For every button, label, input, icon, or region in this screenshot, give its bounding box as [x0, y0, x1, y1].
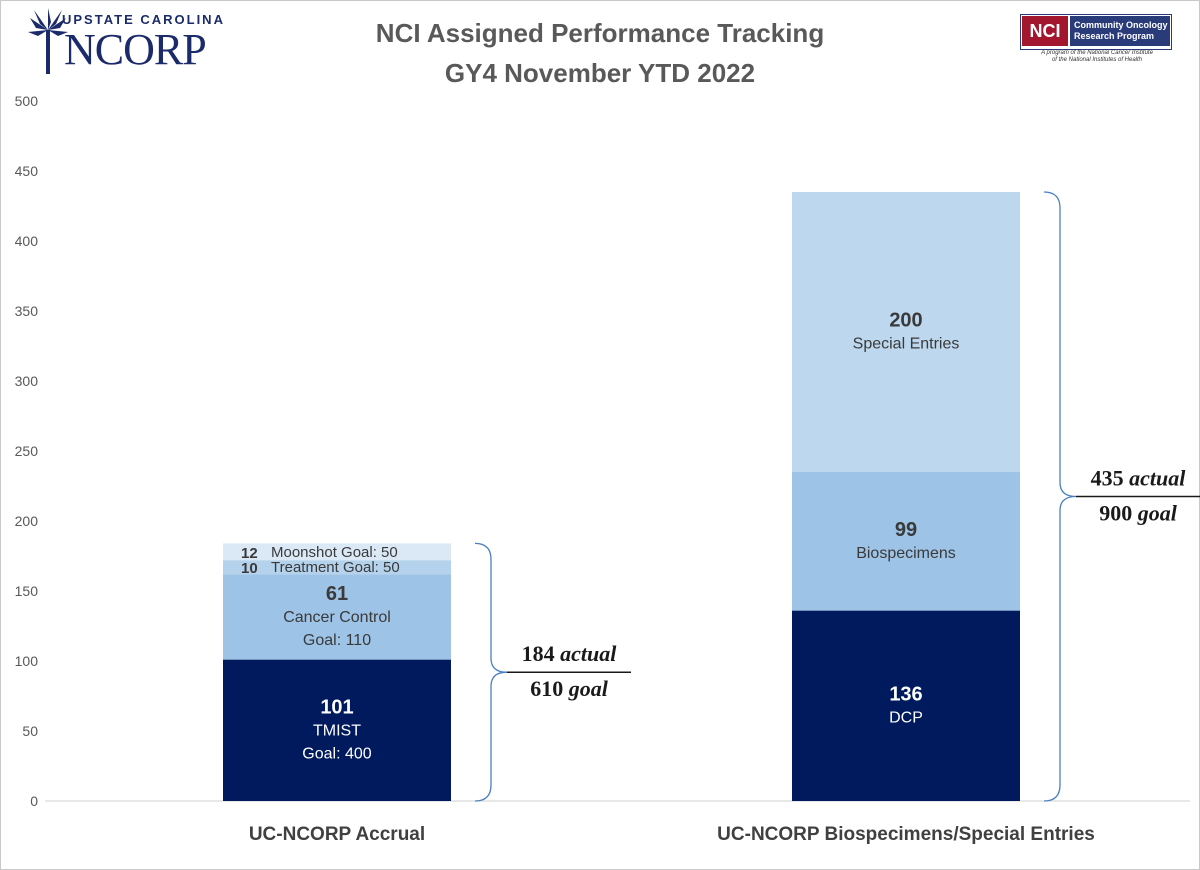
segment-value-label: 99: [895, 519, 917, 541]
segment-value-label: 101: [320, 696, 353, 718]
segment-value-label: 200: [889, 310, 922, 332]
bar-segment: [792, 192, 1020, 472]
logo-subtext-line-1: A program of the National Cancer Institu…: [1041, 50, 1153, 56]
segment-value-label: 136: [889, 683, 922, 705]
x-category-label: UC-NCORP Accrual: [249, 824, 425, 845]
x-axis-labels: UC-NCORP Accrual UC-NCORP Biospecimens/Sp…: [249, 824, 1095, 845]
y-tick-label: 500: [15, 93, 39, 109]
total-annotations: 184 actual 610 goal 435 actual 900 goal: [474, 191, 1200, 802]
nci-ncorp-logo: NCI Community Oncology Research Program …: [1018, 12, 1182, 66]
segment-category-label: DCP: [889, 709, 923, 726]
y-tick-label: 100: [15, 653, 39, 669]
bar-segment: [223, 560, 451, 575]
bar-segment: [223, 574, 451, 660]
total-actual-label: 184 actual: [522, 641, 618, 666]
program-line-1: Community Oncology: [1074, 20, 1168, 30]
logo-top-text: UPSTATE CAROLINA: [62, 12, 225, 27]
total-goal-label: 610 goal: [530, 676, 609, 701]
total-bracket: [1043, 191, 1077, 802]
total-actual-label: 435 actual: [1091, 466, 1187, 491]
bars: 101 TMIST Goal: 400 61 Cancer Control Goal: 1…: [223, 192, 1020, 801]
nci-badge: NCI: [1022, 16, 1068, 46]
bar-segment: [223, 543, 451, 561]
segment-value-label: 61: [326, 583, 348, 605]
y-axis: 0 50 100 150 200 250 300 350 400 450 500: [15, 93, 39, 809]
total-actual-word: actual: [560, 641, 617, 666]
total-goal-label: 900 goal: [1099, 501, 1178, 526]
segment-value-label: 10: [241, 560, 258, 577]
segment-goal-label: Goal: 110: [303, 632, 371, 649]
total-bracket: [474, 542, 508, 802]
logo-subtext-line-2: of the National Institutes of Health: [1051, 57, 1143, 63]
y-tick-label: 350: [15, 303, 39, 319]
total-goal-value: 610: [530, 676, 569, 701]
logo-subtext: A program of the National Cancer Institu…: [1018, 50, 1176, 64]
segment-category-label: Cancer Control: [283, 609, 391, 626]
total-goal-value: 900: [1099, 501, 1138, 526]
chart-title: NCI Assigned Performance Tracking: [376, 18, 824, 48]
total-goal-word: goal: [1137, 501, 1178, 526]
segment-category-label: Biospecimens: [856, 545, 956, 562]
total-goal-word: goal: [568, 676, 609, 701]
segment-category-label: Treatment Goal: 50: [271, 559, 400, 576]
y-tick-label: 200: [15, 513, 39, 529]
palmetto-tree-icon: [28, 8, 68, 74]
y-tick-label: 250: [15, 443, 39, 459]
segment-goal-label: Goal: 400: [302, 745, 371, 762]
logo-big-text: NCORP: [64, 25, 207, 74]
y-tick-label: 450: [15, 163, 39, 179]
total-actual-word: actual: [1129, 466, 1186, 491]
y-tick-label: 400: [15, 233, 39, 249]
bar-segment: [792, 472, 1020, 611]
y-tick-label: 50: [22, 723, 38, 739]
bar-segment: [792, 610, 1020, 801]
y-tick-label: 150: [15, 583, 39, 599]
program-line-2: Research Program: [1074, 31, 1155, 41]
total-actual-value: 435: [1091, 466, 1130, 491]
segment-category-label: TMIST: [313, 722, 361, 739]
chart-subtitle: GY4 November YTD 2022: [445, 58, 755, 88]
y-tick-label: 0: [30, 793, 38, 809]
program-name: Community Oncology Research Program: [1070, 16, 1170, 46]
segment-value-label: 12: [241, 545, 258, 562]
total-actual-value: 184: [522, 641, 561, 666]
segment-category-label: Special Entries: [853, 336, 960, 353]
bar-segment: [223, 659, 451, 801]
segment-category-label: Moonshot Goal: 50: [271, 544, 398, 561]
x-category-label: UC-NCORP Biospecimens/Special Entries: [717, 824, 1095, 845]
y-tick-label: 300: [15, 373, 39, 389]
upstate-carolina-ncorp-logo: UPSTATE CAROLINA NCORP: [28, 6, 228, 76]
